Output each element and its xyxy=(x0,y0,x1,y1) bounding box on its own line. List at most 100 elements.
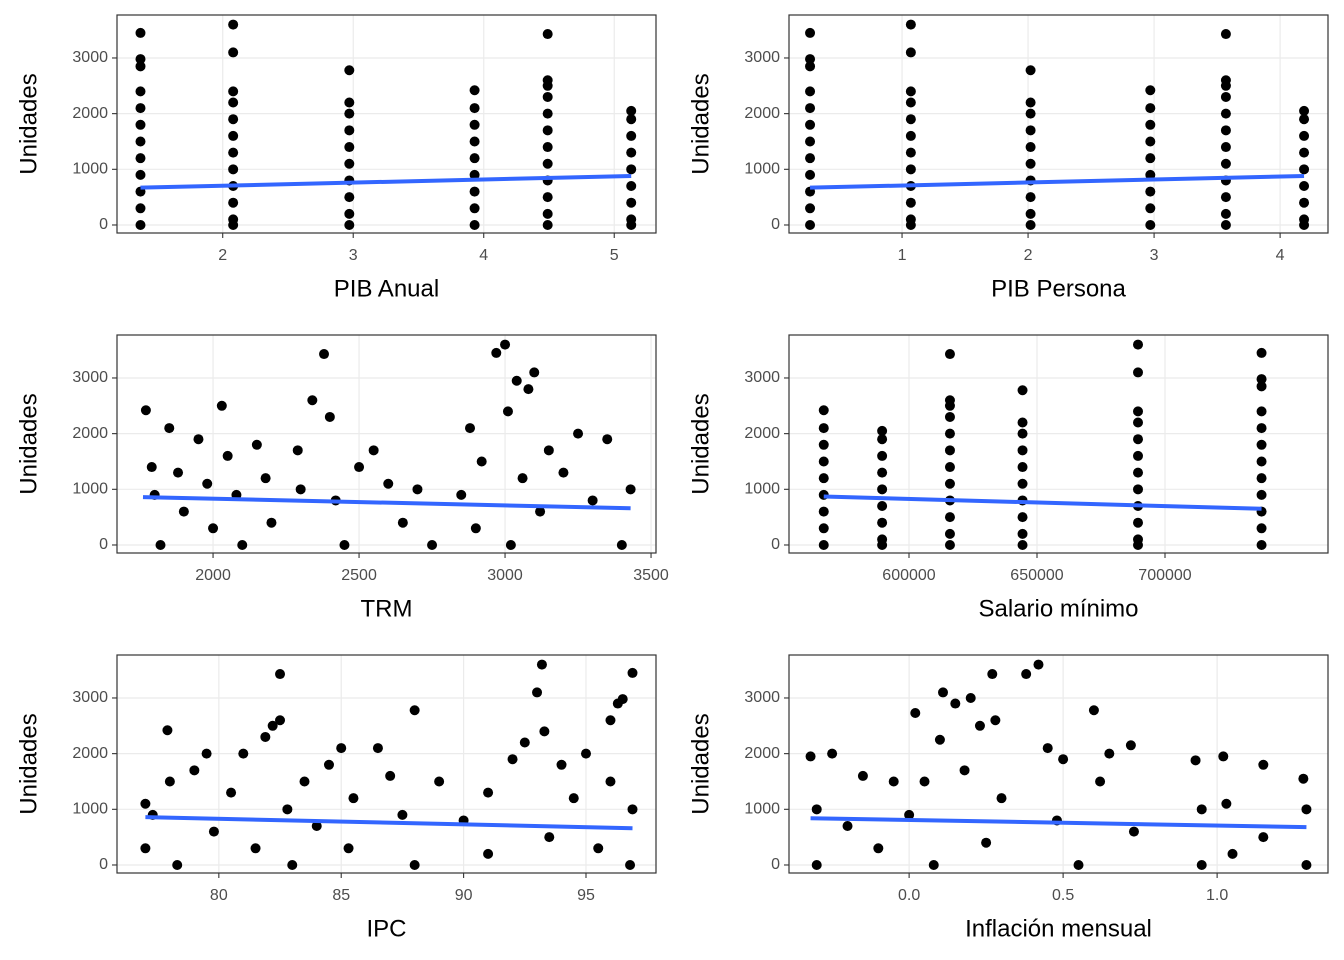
point xyxy=(343,843,354,854)
point xyxy=(344,158,355,169)
point xyxy=(339,539,350,550)
point xyxy=(1133,450,1144,461)
point xyxy=(344,142,355,153)
point xyxy=(1088,705,1099,716)
point xyxy=(529,367,540,378)
point xyxy=(1145,169,1156,180)
point xyxy=(1145,153,1156,164)
point xyxy=(888,776,899,787)
x-tick-label: 600000 xyxy=(882,567,935,584)
point xyxy=(1220,125,1231,136)
point xyxy=(1301,804,1312,815)
point xyxy=(409,705,420,716)
x-axis-title: IPC xyxy=(366,915,406,942)
point xyxy=(226,787,237,798)
x-tick-label: 1.0 xyxy=(1206,887,1228,904)
point xyxy=(1256,539,1267,550)
x-axis-title: TRM xyxy=(361,595,413,622)
y-tick-label: 3000 xyxy=(744,689,780,706)
x-tick-label: 2500 xyxy=(341,567,377,584)
point xyxy=(1299,164,1310,175)
point xyxy=(1220,208,1231,219)
point xyxy=(1220,158,1231,169)
point xyxy=(1221,798,1232,809)
point xyxy=(1025,97,1036,108)
y-tick-label: 0 xyxy=(771,536,780,553)
point xyxy=(542,91,553,102)
point xyxy=(1196,859,1207,870)
plot-background xyxy=(789,655,1328,873)
point xyxy=(135,27,146,38)
x-tick-label: 85 xyxy=(332,887,350,904)
y-tick-label: 1000 xyxy=(744,161,780,178)
point xyxy=(944,445,955,456)
point xyxy=(222,450,233,461)
point xyxy=(1299,114,1310,125)
panel: 0.0 0.5 1.0 0 1000 2000 3000 Inflación mensual U… xyxy=(687,654,1329,942)
panel-border xyxy=(116,334,657,554)
point xyxy=(944,428,955,439)
point xyxy=(877,501,888,512)
point xyxy=(1145,103,1156,114)
point xyxy=(539,726,550,737)
point xyxy=(805,751,816,762)
plot-background xyxy=(117,15,656,233)
point xyxy=(1025,219,1036,230)
point xyxy=(1299,219,1310,230)
point xyxy=(805,219,816,230)
point xyxy=(805,86,816,97)
points xyxy=(135,19,637,230)
point xyxy=(469,103,480,114)
x-axis-title: PIB Anual xyxy=(334,275,439,302)
point xyxy=(228,164,239,175)
y-axis-title: Unidades xyxy=(687,393,714,494)
point xyxy=(237,539,248,550)
point xyxy=(905,19,916,30)
point xyxy=(1256,347,1267,358)
point xyxy=(905,164,916,175)
point xyxy=(519,737,530,748)
y-tick-label: 0 xyxy=(99,856,108,873)
point xyxy=(626,147,637,158)
point xyxy=(944,462,955,473)
y-tick-label: 1000 xyxy=(72,161,108,178)
point xyxy=(1128,826,1139,837)
point xyxy=(470,523,481,534)
x-tick-label: 700000 xyxy=(1138,567,1191,584)
point xyxy=(1125,740,1136,751)
panel-border xyxy=(788,334,1329,554)
point xyxy=(587,495,598,506)
plot-background xyxy=(789,335,1328,553)
point xyxy=(469,85,480,96)
point xyxy=(805,119,816,130)
point xyxy=(535,506,546,517)
point xyxy=(905,130,916,141)
point xyxy=(228,86,239,97)
point xyxy=(1021,669,1032,680)
point xyxy=(626,105,637,116)
point xyxy=(905,219,916,230)
point xyxy=(1145,186,1156,197)
points xyxy=(805,19,1310,230)
point xyxy=(397,517,408,528)
point xyxy=(135,169,146,180)
point xyxy=(1220,142,1231,153)
point xyxy=(626,130,637,141)
point xyxy=(368,445,379,456)
point xyxy=(238,748,249,759)
point xyxy=(397,809,408,820)
point xyxy=(502,406,513,417)
point xyxy=(1133,484,1144,495)
point xyxy=(483,787,494,798)
point xyxy=(1133,467,1144,478)
y-tick-label: 3000 xyxy=(72,689,108,706)
point xyxy=(626,219,637,230)
point xyxy=(228,197,239,208)
point xyxy=(602,434,613,445)
point xyxy=(818,506,829,517)
point xyxy=(267,720,278,731)
point xyxy=(1017,445,1028,456)
point xyxy=(307,395,318,406)
point xyxy=(974,720,985,731)
point xyxy=(140,798,151,809)
